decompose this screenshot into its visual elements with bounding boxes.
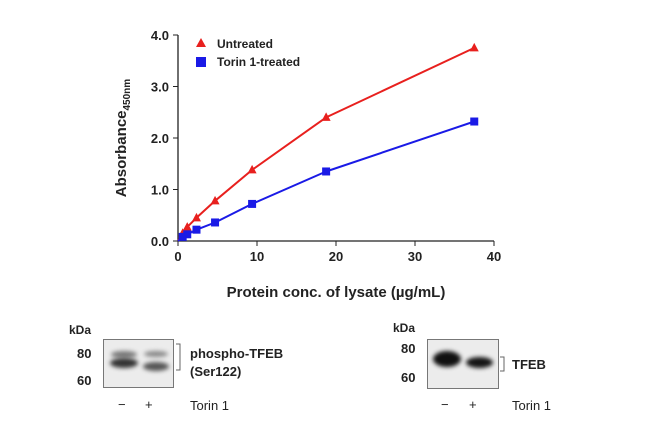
data-point-torin: [211, 218, 220, 227]
y-tick-label: 2.0: [151, 131, 169, 146]
western-blot-image: [103, 339, 174, 388]
data-point-torin: [178, 232, 187, 241]
x-tick-label: 0: [174, 249, 181, 264]
series-layer: [177, 42, 479, 242]
lane-minus: −: [118, 397, 126, 412]
data-point-untreated: [210, 195, 220, 205]
y-axis-label: Absorbance450nm: [113, 79, 133, 197]
legend-label-untreated: Untreated: [217, 37, 273, 51]
data-point-untreated: [191, 212, 201, 222]
marker-60: 60: [401, 370, 416, 385]
series-line-untreated: [177, 46, 475, 242]
data-point-torin: [322, 167, 331, 176]
data-point-torin: [248, 199, 257, 208]
x-axis-label: Protein conc. of lysate (µg/mL): [227, 284, 446, 301]
marker-60: 60: [77, 373, 92, 388]
x-tick-label: 10: [250, 249, 264, 264]
blot-label: TFEB: [512, 357, 546, 372]
blot-label: phospho-TFEB: [190, 346, 284, 361]
marker-80: 80: [401, 341, 416, 356]
treatment-label: Torin 1: [190, 398, 230, 413]
y-tick-label: 3.0: [151, 80, 169, 95]
data-point-untreated: [182, 222, 192, 231]
axes: 0 10 20 30 40 0.0 1.0 2.0 3.0 4.0: [151, 28, 501, 264]
data-point-torin: [192, 225, 201, 234]
marker-80: 80: [77, 346, 92, 361]
lane-plus: +: [469, 397, 477, 412]
data-point-untreated: [469, 42, 479, 52]
absorbance-chart: 0 10 20 30 40 0.0 1.0 2.0 3.0 4.0 Protein conc. o…: [113, 28, 501, 301]
legend-marker-untreated: [196, 38, 206, 47]
legend: Untreated Torin 1-treated: [196, 37, 300, 69]
legend-marker-torin: [196, 57, 206, 67]
data-point-torin: [183, 230, 192, 239]
y-tick-label: 1.0: [151, 183, 169, 198]
data-point-untreated: [321, 112, 331, 121]
legend-label-torin: Torin 1-treated: [217, 55, 300, 69]
y-tick-label: 4.0: [151, 28, 169, 43]
western-blot-image: [427, 339, 499, 389]
data-point-torin: [470, 117, 479, 126]
kda-label: kDa: [393, 321, 416, 335]
kda-label: kDa: [69, 323, 92, 337]
blot-label-site: (Ser122): [190, 364, 242, 379]
lane-plus: +: [145, 397, 153, 412]
x-tick-label: 20: [329, 249, 343, 264]
y-tick-label: 0.0: [151, 234, 169, 249]
lane-minus: −: [441, 397, 449, 412]
x-tick-label: 40: [487, 249, 501, 264]
treatment-label: Torin 1: [512, 398, 552, 413]
series-line-torin: [177, 120, 475, 242]
x-tick-label: 30: [408, 249, 422, 264]
data-point-untreated: [247, 164, 257, 174]
